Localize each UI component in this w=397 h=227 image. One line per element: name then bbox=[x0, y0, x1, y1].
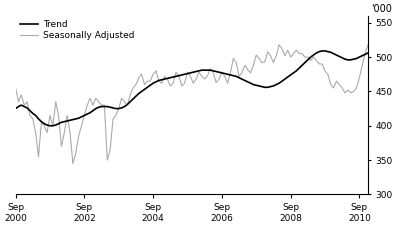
Text: '000: '000 bbox=[372, 4, 392, 14]
Legend: Trend, Seasonally Adjusted: Trend, Seasonally Adjusted bbox=[20, 20, 134, 40]
